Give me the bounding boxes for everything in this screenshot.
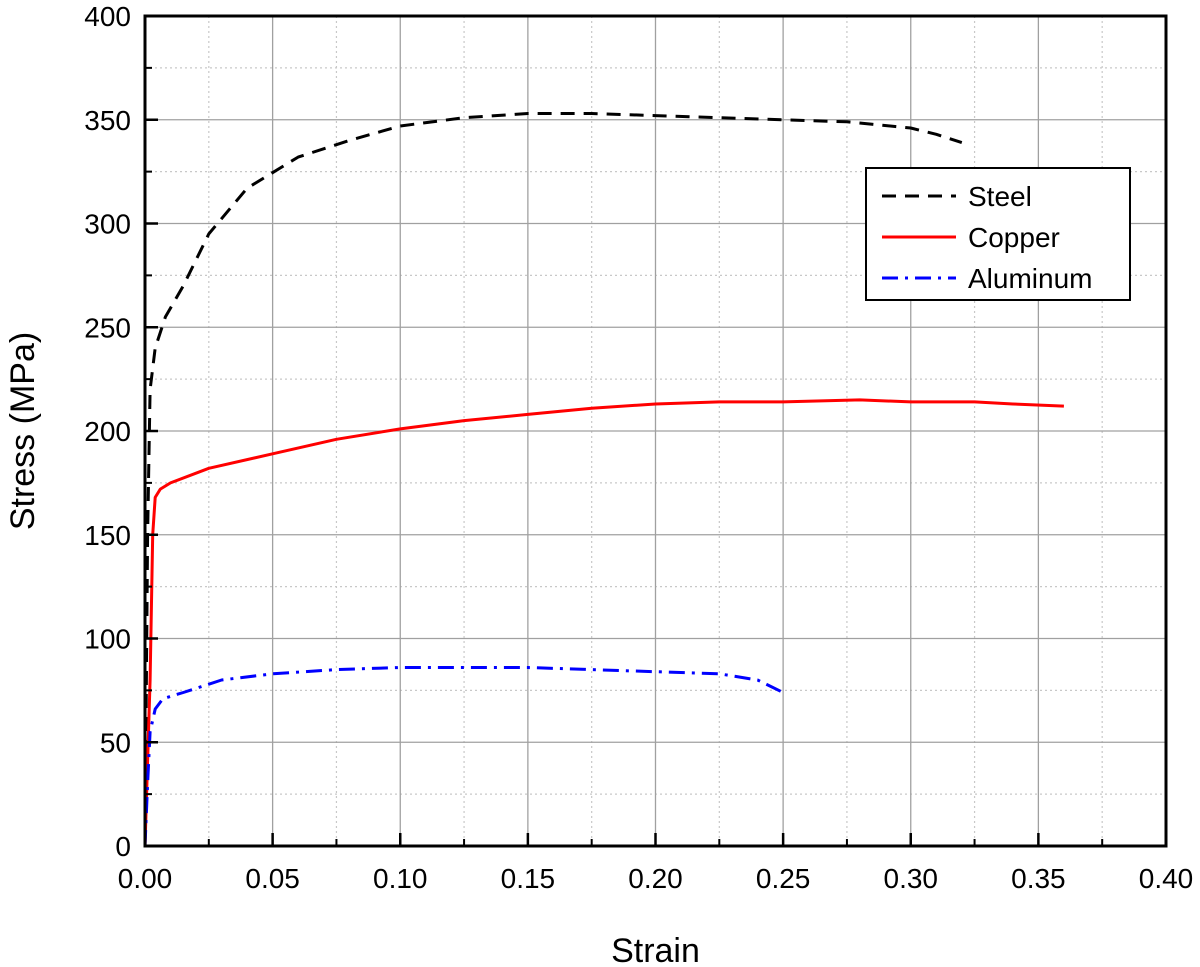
y-tick-labels: 0 50 100 150 200 250 300 350 400 [84, 1, 131, 862]
y-tick-label: 200 [84, 416, 131, 447]
y-tick-label: 150 [84, 520, 131, 551]
x-tick-label: 0.10 [373, 863, 428, 894]
x-tick-label: 0.05 [245, 863, 300, 894]
y-tick-label: 50 [100, 727, 131, 758]
legend-item-aluminum: Aluminum [882, 263, 1092, 294]
x-tick-label: 0.30 [884, 863, 939, 894]
legend-items: Steel Copper Aluminum [882, 181, 1092, 294]
y-tick-label: 100 [84, 624, 131, 655]
x-tick-label: 0.20 [628, 863, 683, 894]
x-tick-label: 0.25 [756, 863, 811, 894]
x-tick-label: 0.15 [501, 863, 556, 894]
axis-ticks [143, 14, 1168, 848]
grid-lines [144, 15, 1167, 847]
legend-label: Aluminum [968, 263, 1092, 294]
y-axis-title: Stress (MPa) [4, 332, 42, 530]
series-line-steel [143, 112, 963, 847]
y-tick-label: 400 [84, 1, 131, 32]
y-tick-label: 250 [84, 312, 131, 343]
legend: Steel Copper Aluminum [865, 167, 1131, 301]
y-tick-label: 0 [115, 831, 131, 862]
legend-item-steel: Steel [882, 181, 1032, 212]
x-tick-label: 0.40 [1139, 863, 1194, 894]
x-tick-labels: 0.00 0.05 0.10 0.15 0.20 0.25 0.30 0.35 0.40 [118, 863, 1194, 894]
x-axis-title: Strain [611, 932, 700, 967]
legend-box [865, 167, 1131, 301]
y-tick-label: 350 [84, 105, 131, 136]
legend-label: Copper [968, 222, 1060, 253]
series-lines [143, 112, 1064, 847]
legend-item-copper: Copper [882, 222, 1060, 253]
series-line-aluminum [143, 666, 784, 847]
series-line-copper [143, 398, 1064, 847]
x-tick-label: 0.00 [118, 863, 173, 894]
y-tick-label: 300 [84, 209, 131, 240]
x-tick-label: 0.35 [1011, 863, 1066, 894]
legend-label: Steel [968, 181, 1032, 212]
